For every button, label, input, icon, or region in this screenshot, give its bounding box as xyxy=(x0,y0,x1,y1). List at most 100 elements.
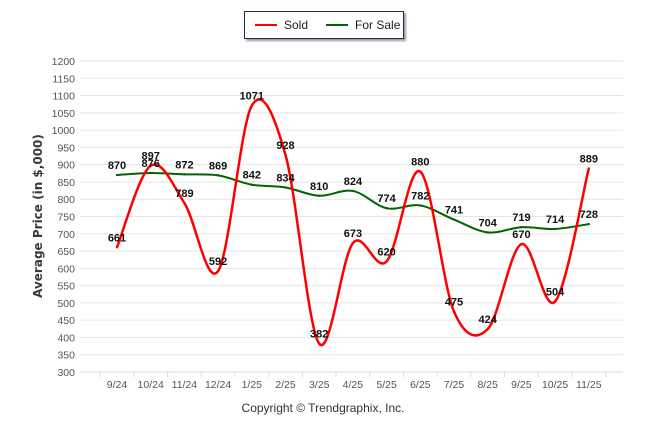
y-tick-label: 400 xyxy=(57,332,75,344)
data-label: 869 xyxy=(209,160,227,172)
data-point xyxy=(385,207,388,210)
data-label: 824 xyxy=(344,176,363,188)
data-point xyxy=(452,310,456,313)
data-point xyxy=(587,167,590,170)
data-point xyxy=(250,183,253,186)
data-label: 842 xyxy=(243,170,261,182)
y-tick-label: 350 xyxy=(57,350,75,362)
data-point xyxy=(486,327,489,331)
x-tick-label: 1/25 xyxy=(242,379,263,391)
data-point xyxy=(318,342,321,345)
data-point xyxy=(351,189,355,193)
legend: Sold For Sale xyxy=(244,11,404,39)
data-point xyxy=(183,201,186,205)
data-point xyxy=(284,153,287,157)
x-tick-label: 4/25 xyxy=(343,379,364,391)
data-point xyxy=(149,164,152,167)
data-label: 774 xyxy=(377,193,396,205)
y-tick-label: 1150 xyxy=(52,73,75,85)
y-tick-label: 1050 xyxy=(52,108,76,120)
x-tick-label: 10/24 xyxy=(138,379,164,391)
x-tick-label: 10/25 xyxy=(542,379,568,391)
data-point xyxy=(553,227,557,231)
data-label: 889 xyxy=(580,153,598,165)
y-tick-label: 300 xyxy=(57,367,75,379)
x-tick-label: 2/25 xyxy=(275,379,296,391)
data-point xyxy=(587,222,590,226)
data-label: 880 xyxy=(411,157,429,169)
legend-label-sold: Sold xyxy=(284,18,309,32)
y-tick-label: 600 xyxy=(57,263,75,275)
data-point xyxy=(216,269,220,273)
data-label: 673 xyxy=(344,228,362,240)
data-point xyxy=(115,173,119,177)
data-label: 1071 xyxy=(240,91,264,103)
x-tick-label: 12/24 xyxy=(205,379,231,391)
data-point xyxy=(115,246,119,249)
series-lines xyxy=(115,98,591,347)
y-tick-label: 950 xyxy=(57,142,75,154)
legend-swatch-for-sale xyxy=(326,24,349,26)
data-point xyxy=(284,186,287,189)
data-label: 382 xyxy=(310,329,328,341)
x-tick-label: 8/25 xyxy=(477,379,498,391)
y-tick-label: 1200 xyxy=(52,56,76,68)
data-point xyxy=(553,300,557,303)
data-label: 475 xyxy=(445,297,463,309)
y-axis-ticks: 300 350 400 450 500 550 600 650 700 750 800 850 900 9… xyxy=(52,56,76,379)
copyright-text: Copyright © Trendgraphix, Inc. xyxy=(241,401,405,415)
y-tick-label: 550 xyxy=(57,281,75,293)
data-point xyxy=(250,104,253,107)
legend-item-sold[interactable]: Sold xyxy=(255,18,308,32)
data-label: 592 xyxy=(209,256,227,268)
data-label: 872 xyxy=(175,159,193,171)
x-tick-label: 3/25 xyxy=(309,379,330,391)
x-tick-label: 9/24 xyxy=(107,379,128,391)
data-point xyxy=(520,226,523,229)
data-point xyxy=(183,173,186,176)
y-axis-title: Average Price (in $,000) xyxy=(31,134,45,298)
data-point xyxy=(452,218,456,221)
data-label: 424 xyxy=(479,314,498,326)
y-tick-label: 650 xyxy=(57,246,75,258)
gridlines xyxy=(80,60,623,373)
data-label: 670 xyxy=(512,229,530,241)
data-point xyxy=(385,260,388,263)
data-label: 620 xyxy=(377,246,395,258)
data-point xyxy=(149,171,152,175)
data-label: 810 xyxy=(310,181,328,193)
data-label: 714 xyxy=(546,214,565,226)
legend-label-for-sale: For Sale xyxy=(355,18,401,32)
x-tick-label: 7/25 xyxy=(444,379,465,391)
data-label: 870 xyxy=(108,160,126,172)
data-label: 782 xyxy=(411,190,429,202)
x-axis: 9/24 10/24 11/24 12/24 1/25 2/25 3/25 4/25 5/25 6… xyxy=(80,371,623,391)
data-point xyxy=(419,204,422,207)
data-point xyxy=(520,242,523,246)
y-tick-label: 750 xyxy=(57,212,75,224)
data-point xyxy=(216,174,220,177)
data-point xyxy=(318,194,321,197)
data-label: 834 xyxy=(276,172,295,184)
y-tick-label: 700 xyxy=(57,229,75,241)
data-label: 928 xyxy=(276,140,294,152)
x-tick-label: 6/25 xyxy=(410,379,431,391)
data-point xyxy=(419,170,422,173)
legend-swatch-sold xyxy=(255,24,277,26)
data-labels: 661 897 789 592 1071 928 382 673 620 880 475 424 670… xyxy=(108,91,598,341)
data-point xyxy=(351,241,355,245)
y-tick-label: 1100 xyxy=(52,91,75,103)
y-tick-label: 500 xyxy=(57,298,75,310)
y-tick-label: 1000 xyxy=(52,125,76,137)
data-label: 897 xyxy=(142,151,160,163)
data-point xyxy=(486,231,489,234)
data-label: 504 xyxy=(546,287,565,299)
legend-item-for-sale[interactable]: For Sale xyxy=(326,18,400,32)
y-tick-label: 450 xyxy=(57,315,75,327)
data-label: 728 xyxy=(580,209,598,221)
data-label: 719 xyxy=(512,212,530,224)
x-tick-label: 5/25 xyxy=(376,379,397,391)
x-tick-label: 9/25 xyxy=(511,379,532,391)
y-tick-label: 800 xyxy=(57,194,75,206)
